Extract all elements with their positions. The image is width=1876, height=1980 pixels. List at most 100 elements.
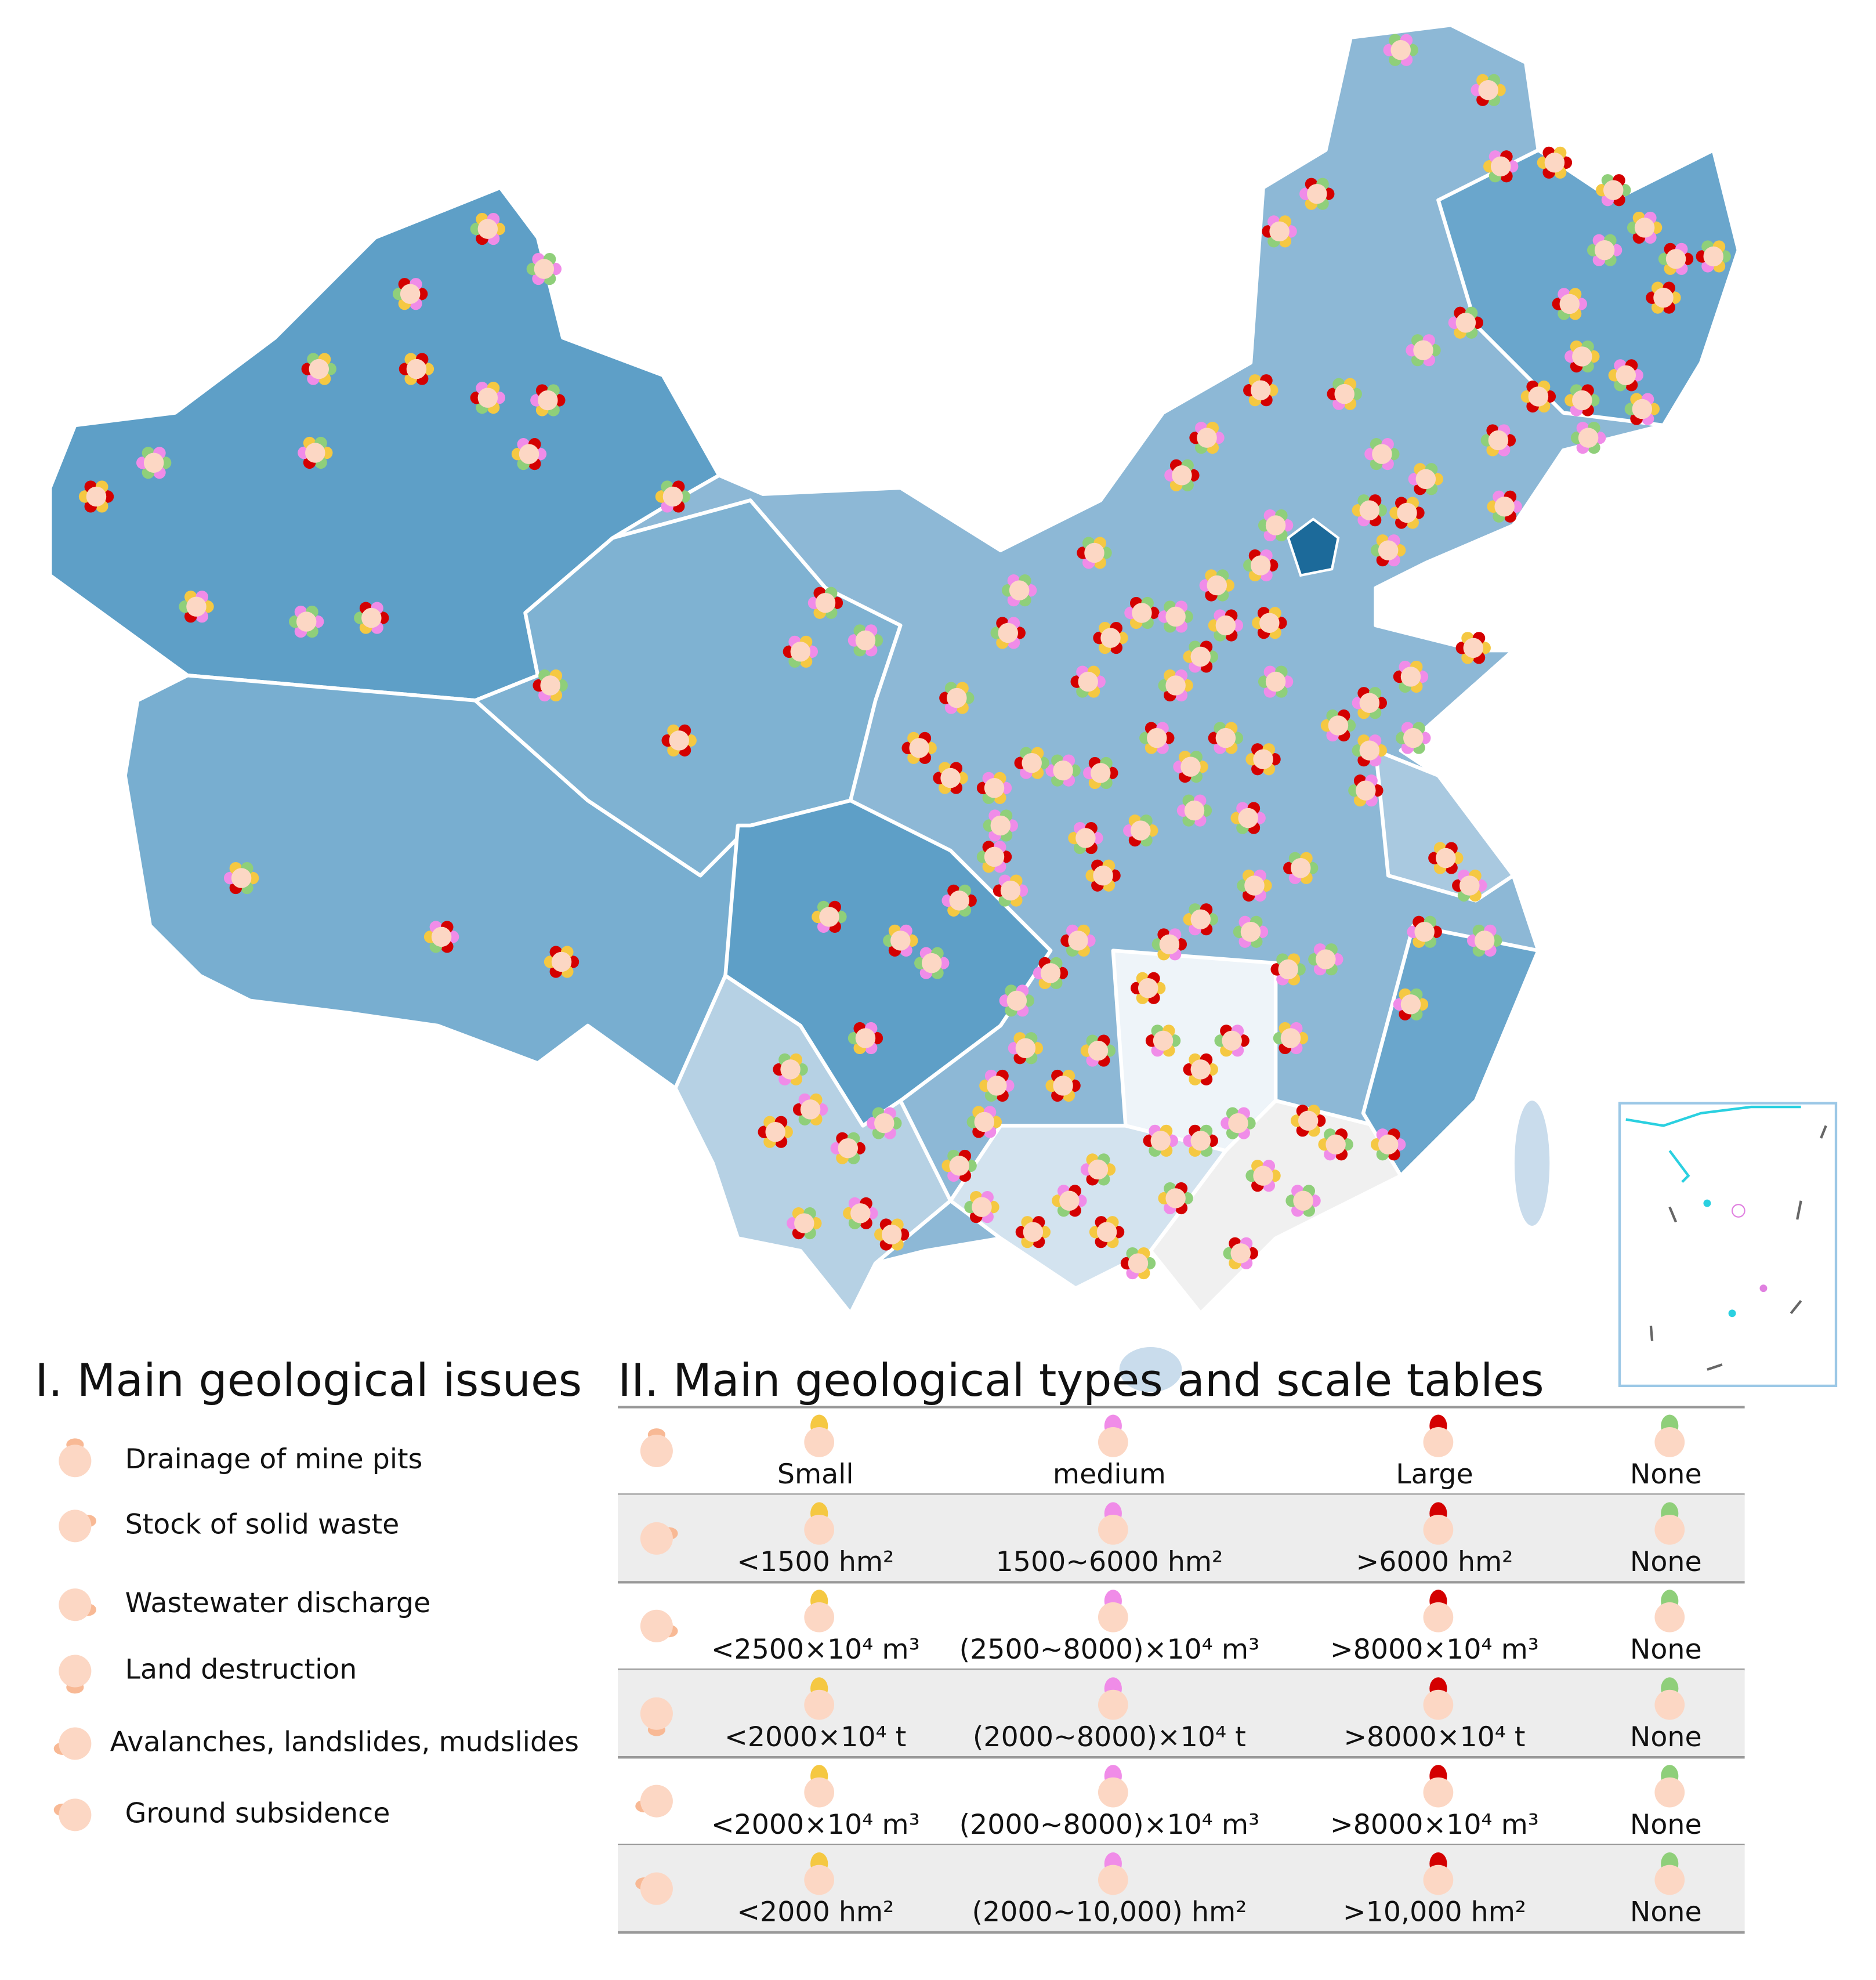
table-cell: None — [1630, 1809, 1702, 1841]
map-marker — [1214, 1025, 1250, 1057]
marker-center — [947, 687, 967, 708]
legend-item: Avalanches, landslides, mudslides — [110, 1726, 579, 1758]
map-marker — [301, 353, 336, 385]
marker-center — [1150, 1131, 1171, 1151]
legend-item: Drainage of mine pits — [125, 1443, 423, 1475]
map-marker — [1537, 146, 1573, 179]
marker-center — [1653, 287, 1674, 308]
map-marker — [874, 1218, 910, 1251]
map-marker — [1233, 915, 1269, 948]
map-marker — [1448, 306, 1484, 339]
map-marker — [1245, 1160, 1281, 1192]
marker-center — [1269, 221, 1290, 242]
marker-center — [1068, 931, 1088, 951]
marker-center — [1147, 727, 1167, 748]
map-marker — [1080, 1034, 1116, 1067]
table-cell: None — [1630, 1634, 1702, 1666]
map-marker — [1452, 869, 1487, 902]
map-marker — [1173, 751, 1208, 783]
map-marker — [1230, 802, 1266, 834]
legend-item: Wastewater discharge — [125, 1587, 431, 1619]
region — [1287, 517, 1340, 577]
map-marker — [1352, 734, 1388, 767]
marker-center — [1190, 1131, 1211, 1151]
table-cell: (2000~8000)×10⁴ t — [973, 1721, 1246, 1753]
map-marker — [883, 924, 918, 957]
map-marker — [1273, 1022, 1309, 1055]
marker-center — [296, 611, 317, 632]
map-marker — [1270, 953, 1306, 986]
map-marker — [1068, 821, 1103, 855]
map-marker — [1085, 859, 1121, 892]
marker-center — [949, 891, 969, 911]
row-icon — [640, 1522, 673, 1555]
inset-frame — [1618, 1102, 1838, 1388]
map-marker — [848, 1022, 883, 1055]
marker-center — [1280, 1028, 1301, 1048]
row-icon — [640, 1434, 673, 1468]
region — [1436, 148, 1741, 428]
marker-center — [1455, 313, 1476, 333]
map-marker — [470, 382, 506, 414]
map-marker — [1189, 422, 1225, 454]
scale-icon — [1098, 1689, 1128, 1720]
marker-center — [1490, 156, 1511, 177]
legend-icon — [59, 1445, 92, 1478]
legend-icon — [59, 1588, 92, 1621]
marker-center — [477, 388, 498, 408]
island — [1514, 1101, 1550, 1226]
table: Small medium Large None <1500 hm² 1500~6000 h… — [618, 1406, 1745, 1934]
marker-center — [949, 1156, 969, 1176]
marker-center — [1436, 848, 1456, 868]
map-marker — [1624, 393, 1660, 425]
marker-center — [551, 951, 572, 972]
marker-center — [990, 815, 1011, 836]
marker-center — [400, 284, 421, 304]
inset-dot — [1731, 1204, 1745, 1218]
marker-center — [1053, 760, 1073, 781]
row-icon — [640, 1697, 673, 1730]
marker-center — [1259, 613, 1280, 633]
map-marker — [1370, 534, 1406, 567]
marker-center — [1165, 675, 1186, 696]
marker-center — [987, 1076, 1007, 1096]
map-marker — [1428, 842, 1464, 874]
map-marker — [1199, 569, 1234, 602]
map-marker — [1151, 928, 1187, 961]
table-cell: medium — [1053, 1458, 1166, 1490]
marker-center — [794, 1213, 814, 1233]
marker-center — [1634, 218, 1655, 238]
marker-center — [1207, 575, 1227, 596]
marker-center — [1356, 780, 1376, 801]
map-marker — [1052, 1185, 1087, 1217]
marker-center — [1414, 921, 1435, 942]
map-marker — [787, 1207, 822, 1240]
table-cell: None — [1630, 1546, 1702, 1578]
marker-center — [1040, 963, 1061, 983]
map-marker — [289, 605, 324, 638]
marker-center — [819, 907, 839, 927]
map-marker — [1596, 174, 1631, 207]
map-marker — [1131, 972, 1166, 1004]
map-marker — [1243, 374, 1279, 407]
marker-center — [1478, 80, 1498, 100]
scale-icon — [804, 1427, 835, 1457]
marker-center — [850, 1203, 871, 1224]
marker-center — [406, 359, 427, 379]
inset-coast — [1625, 1105, 1801, 1183]
map-marker — [1308, 943, 1343, 976]
map-marker — [1348, 774, 1384, 807]
map-marker — [1183, 1124, 1218, 1157]
map-marker — [1093, 621, 1128, 654]
map-marker — [1658, 242, 1694, 275]
marker-center — [1190, 1059, 1211, 1080]
region — [1361, 924, 1541, 1178]
map-marker — [661, 724, 697, 756]
marker-center — [1703, 246, 1723, 267]
map-marker — [1089, 1216, 1125, 1248]
map-marker — [1299, 178, 1335, 210]
map-marker — [1033, 957, 1069, 989]
marker-center — [361, 607, 382, 628]
marker-center — [309, 359, 329, 379]
